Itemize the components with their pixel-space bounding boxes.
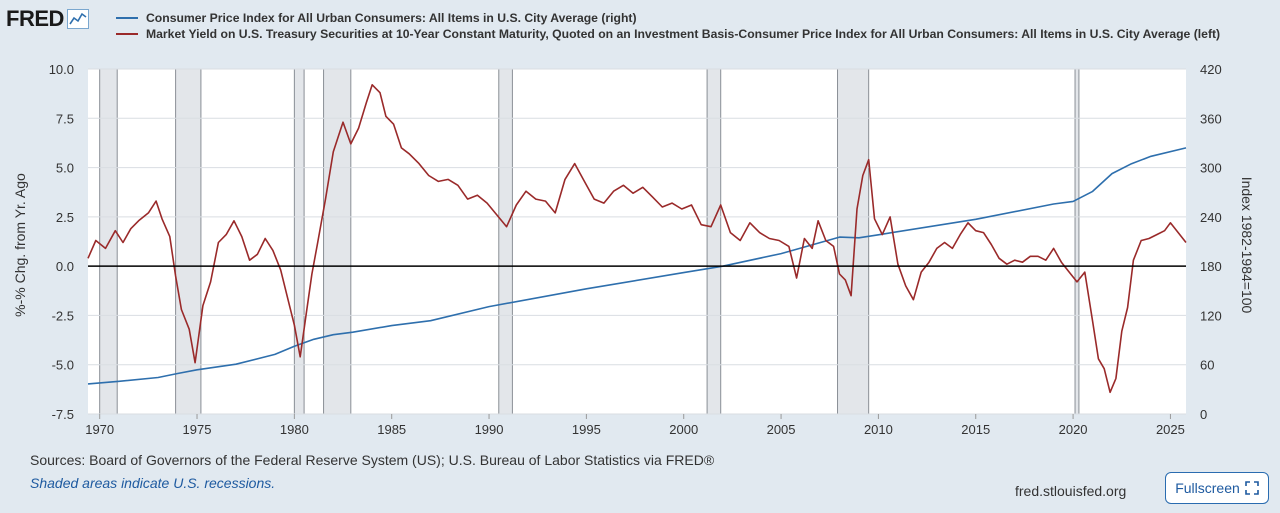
legend-label-real-yield: Market Yield on U.S. Treasury Securities… bbox=[146, 27, 1221, 41]
y-axis-label-right: Index 1982-1984=100 bbox=[1239, 177, 1255, 314]
legend-swatch-real-yield bbox=[116, 33, 138, 35]
x-tick-label: 2020 bbox=[1059, 422, 1088, 437]
y-tick-label-right: 240 bbox=[1200, 210, 1222, 225]
y-tick-label-left: 10.0 bbox=[49, 62, 74, 77]
y-tick-label-left: 2.5 bbox=[56, 210, 74, 225]
y-tick-label-right: 0 bbox=[1200, 407, 1207, 422]
y-tick-label-right: 120 bbox=[1200, 308, 1222, 323]
legend-entry-real-yield[interactable]: Market Yield on U.S. Treasury Securities… bbox=[116, 27, 1266, 42]
sources-note: Sources: Board of Governors of the Feder… bbox=[30, 452, 715, 468]
y-axis-label-left: %-% Chg. from Yr. Ago bbox=[12, 173, 28, 317]
y-tick-label-right: 180 bbox=[1200, 259, 1222, 274]
fred-logo[interactable]: FRED bbox=[6, 6, 89, 32]
x-tick-label: 2005 bbox=[767, 422, 796, 437]
y-tick-label-left: -2.5 bbox=[52, 308, 74, 323]
series-line-real-yield[interactable] bbox=[87, 84, 1187, 394]
y-tick-label-right: 60 bbox=[1200, 358, 1214, 373]
x-tick-label: 1990 bbox=[475, 422, 504, 437]
x-tick-label: 1970 bbox=[85, 422, 114, 437]
recession-band bbox=[175, 69, 201, 414]
fred-logo-text: FRED bbox=[6, 6, 64, 31]
chart[interactable]: 10.0 7.5 5.0 2.5 0.0 -2.5 -5.0 -7.5 420 360 300 240… bbox=[0, 0, 1280, 450]
legend-entry-cpi[interactable]: Consumer Price Index for All Urban Consu… bbox=[116, 11, 1266, 26]
series-line-cpi[interactable] bbox=[87, 147, 1187, 385]
x-tick-label: 2025 bbox=[1156, 422, 1185, 437]
recession-band bbox=[1075, 69, 1079, 414]
recession-band bbox=[498, 69, 513, 414]
recession-band bbox=[707, 69, 721, 414]
recession-band bbox=[323, 69, 351, 414]
y-tick-label-left: 5.0 bbox=[56, 161, 74, 176]
legend-label-cpi: Consumer Price Index for All Urban Consu… bbox=[146, 11, 637, 25]
chart-line-icon bbox=[66, 9, 89, 29]
recession-band bbox=[294, 69, 305, 414]
expand-icon bbox=[1244, 481, 1259, 495]
site-url[interactable]: fred.stlouisfed.org bbox=[1015, 483, 1127, 499]
legend-swatch-cpi bbox=[116, 17, 138, 19]
x-tick-label: 2000 bbox=[669, 422, 698, 437]
y-tick-label-left: -5.0 bbox=[52, 358, 74, 373]
y-tick-label-right: 420 bbox=[1200, 62, 1222, 77]
x-tick-label: 1975 bbox=[183, 422, 212, 437]
y-tick-label-left: 0.0 bbox=[56, 259, 74, 274]
fullscreen-label: Fullscreen bbox=[1175, 480, 1240, 496]
x-tick-label: 1985 bbox=[377, 422, 406, 437]
x-tick-label: 2010 bbox=[864, 422, 893, 437]
y-tick-label-right: 360 bbox=[1200, 111, 1222, 126]
y-tick-label-left: 7.5 bbox=[56, 111, 74, 126]
x-tick-label: 1980 bbox=[280, 422, 309, 437]
x-tick-label: 2015 bbox=[961, 422, 990, 437]
recession-band bbox=[837, 69, 869, 414]
fullscreen-button[interactable]: Fullscreen bbox=[1165, 472, 1269, 504]
recession-note: Shaded areas indicate U.S. recessions. bbox=[30, 475, 276, 491]
y-tick-label-left: -7.5 bbox=[52, 407, 74, 422]
y-tick-label-right: 300 bbox=[1200, 161, 1222, 176]
x-tick-label: 1995 bbox=[572, 422, 601, 437]
plot-area bbox=[88, 69, 1186, 414]
